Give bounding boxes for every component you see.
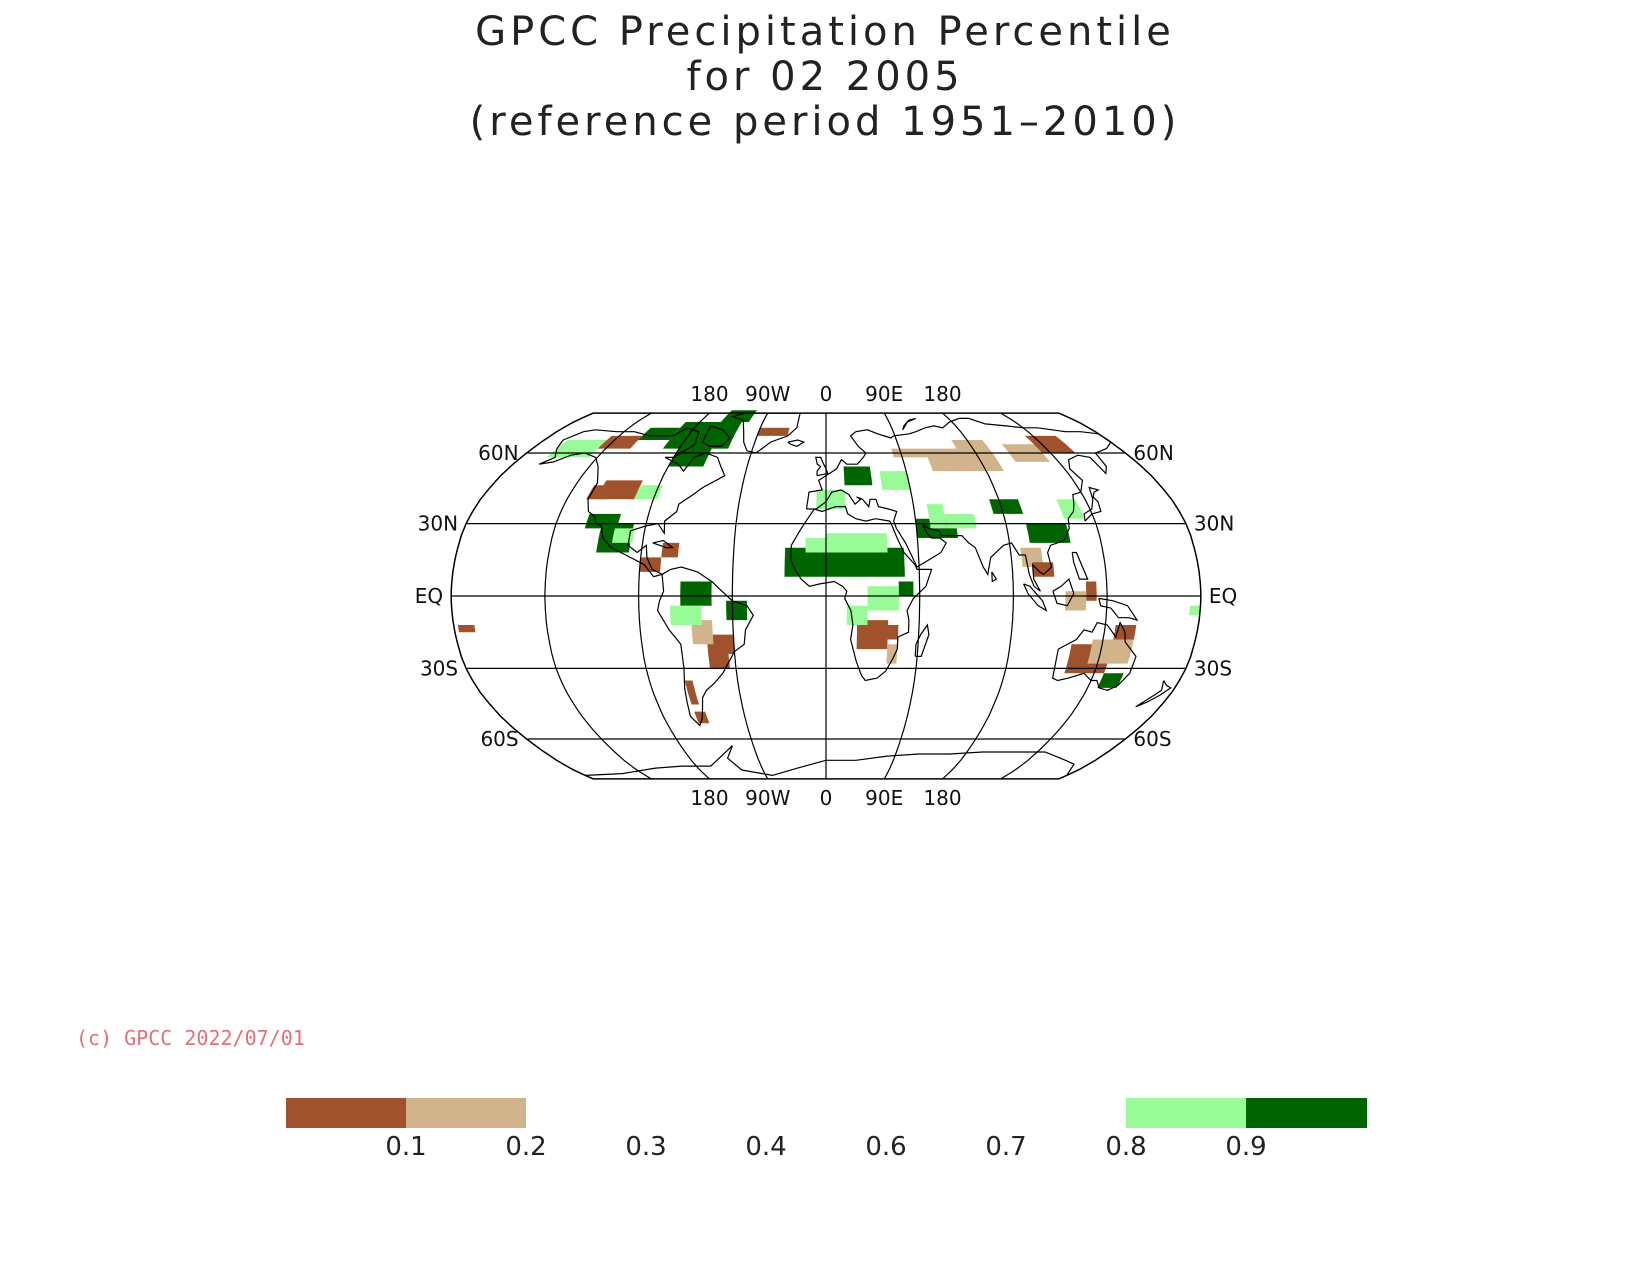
meridian-45: [883, 412, 921, 780]
anomaly-patch-very-wet: [680, 581, 712, 606]
anomaly-patch-very-wet: [662, 422, 742, 449]
coastline-iceland: [787, 439, 806, 448]
coastline-uk: [815, 456, 829, 477]
anomaly-patch-wet: [634, 485, 663, 500]
lat-label-left: 30S: [420, 656, 458, 680]
meridian-90: [942, 412, 1015, 780]
copyright-text: (c) GPCC 2022/07/01: [76, 1026, 305, 1050]
coastline-australia: [1051, 620, 1137, 691]
meridian--90: [637, 412, 710, 780]
anomaly-patch-very-wet: [784, 547, 905, 577]
anomaly-patch-wet: [1056, 499, 1084, 519]
anomaly-patch-dry: [1087, 639, 1134, 664]
axis-labels: 180 90W 0 90E 180 180 90W 0 90E 180 60N 30N EQ 30S 60S…: [415, 382, 1238, 810]
coastline-sri-lanka: [991, 571, 998, 583]
coastline-borneo: [1052, 578, 1075, 607]
anomaly-patch-very-wet: [638, 427, 681, 440]
graticule: [450, 412, 1202, 780]
lon-label-top: 90E: [865, 382, 903, 406]
anomaly-patch-dry: [691, 620, 714, 645]
anomaly-patch-very-wet: [898, 581, 914, 596]
legend-tick-label: 0.7: [985, 1132, 1027, 1162]
coastline-new-guinea: [1098, 597, 1139, 622]
lat-label-right: 30S: [1194, 656, 1232, 680]
legend-tick-label: 0.6: [865, 1132, 907, 1162]
lat-label-right: 60S: [1133, 727, 1171, 751]
title-line-3: (reference period 1951–2010): [469, 99, 1181, 145]
coastline-africa: [790, 506, 933, 682]
anomaly-patch-very-dry: [877, 625, 899, 640]
lon-label-bottom: 180: [690, 786, 728, 810]
lat-label-left: 60S: [480, 727, 518, 751]
anomaly-patch-wet: [944, 513, 977, 529]
lat-label-right: EQ: [1209, 584, 1237, 608]
meridian--45: [731, 412, 769, 780]
coastline-novaya-zemlya: [902, 417, 916, 431]
anomaly-patch-very-dry: [586, 485, 613, 500]
anomaly-patch-wet: [879, 471, 911, 490]
lon-label-top: 90W: [745, 382, 790, 406]
anomaly-patch-very-wet: [720, 410, 758, 422]
meridian--135: [544, 412, 652, 780]
lat-label-right: 60N: [1133, 441, 1173, 465]
coastline-eurasia: [805, 417, 1112, 592]
anomaly-patch-very-wet: [668, 444, 715, 467]
coastline-south-america: [656, 566, 754, 727]
lat-label-left: 60N: [478, 441, 518, 465]
anomaly-patch-wet: [926, 504, 947, 529]
lon-label-top: 180: [923, 382, 961, 406]
anomaly-patch-dry: [1020, 547, 1044, 567]
anomaly-patch-dry: [886, 644, 898, 664]
legend-swatch-0.1-0.2: [406, 1098, 526, 1128]
legend-swatch-0.8-0.9: [1126, 1098, 1246, 1128]
anomaly-patch-very-dry: [684, 680, 700, 705]
anomaly-patch-very-wet: [726, 600, 748, 621]
meridian-135: [1000, 412, 1108, 780]
lat-label-left: 30N: [418, 512, 458, 536]
legend-swatch-below-0.1: [286, 1098, 406, 1128]
anomaly-patch-very-wet: [1037, 528, 1070, 538]
title-line-1: GPCC Precipitation Percentile: [475, 9, 1175, 55]
anomaly-patch-very-dry: [1085, 581, 1097, 601]
anomaly-patch-very-dry: [757, 427, 790, 436]
coastline-baffin: [701, 425, 731, 447]
anomaly-patch-very-dry: [457, 625, 476, 633]
lat-label-right: 30N: [1194, 512, 1234, 536]
anomaly-patch-very-wet: [989, 499, 1024, 514]
anomaly-patch-wet: [670, 605, 702, 625]
lon-label-bottom: 0: [820, 786, 833, 810]
anomaly-patch-very-wet: [843, 466, 873, 486]
coastline-philippines: [1071, 551, 1089, 580]
lon-label-top: 180: [690, 382, 728, 406]
lon-label-bottom: 90W: [745, 786, 790, 810]
coastline-new-zealand: [1135, 680, 1172, 708]
lon-label-bottom: 90E: [865, 786, 903, 810]
legend-tick-label: 0.4: [745, 1132, 787, 1162]
legend-tick-label: 0.3: [625, 1132, 667, 1162]
legend-tick-label: 0.1: [385, 1132, 427, 1162]
lon-label-top: 0: [820, 382, 833, 406]
title-line-2: for 02 2005: [686, 54, 964, 100]
anomaly-patch-very-wet: [1097, 673, 1124, 688]
anomaly-patch-very-dry: [712, 634, 735, 654]
coastline-sumatra: [1023, 583, 1048, 612]
anomaly-patch-wet: [1189, 605, 1201, 616]
lon-label-bottom: 180: [923, 786, 961, 810]
coastline-antarctica: [585, 745, 1075, 777]
legend-tick-label: 0.2: [505, 1132, 547, 1162]
legend-swatch-above-0.9: [1246, 1098, 1367, 1128]
anomaly-patch-very-dry: [1032, 562, 1055, 577]
map-outline: [450, 412, 1202, 780]
coastline-cuba: [652, 539, 675, 549]
legend-tick-label: 0.9: [1225, 1132, 1267, 1162]
anomaly-patch-dry: [1065, 591, 1087, 611]
anomaly-patch-very-wet: [584, 513, 622, 529]
anomaly-patch-very-dry: [661, 542, 680, 558]
lat-label-left: EQ: [415, 584, 443, 608]
legend-tick-label: 0.8: [1105, 1132, 1147, 1162]
coastline-madagascar: [914, 623, 930, 657]
anomaly-patch-wet: [867, 586, 899, 611]
